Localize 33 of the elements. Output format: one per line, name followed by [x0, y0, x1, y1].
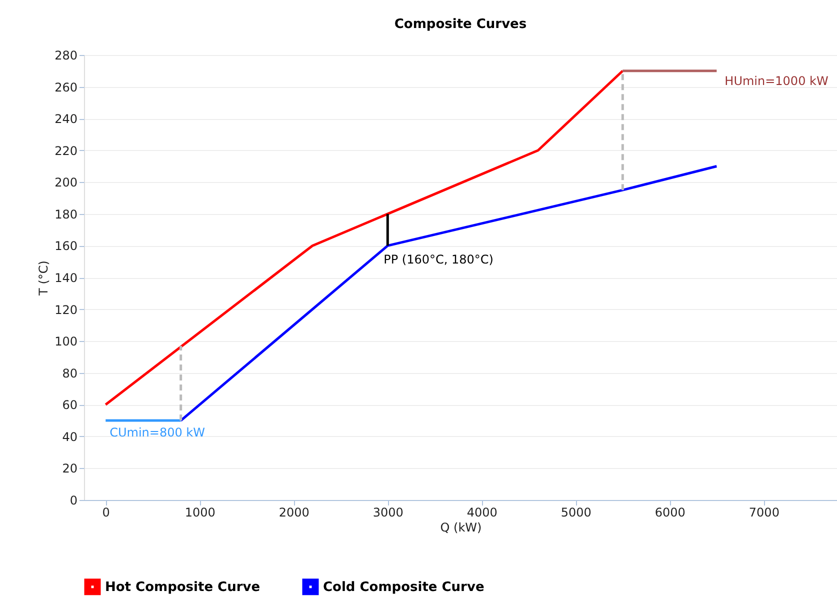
annotation: CUmin=800 kW: [110, 426, 206, 440]
x-tick-label: 0: [102, 506, 110, 520]
y-tick-label: 220: [54, 144, 78, 158]
y-tick-label: 140: [54, 271, 78, 285]
y-tick-label: 120: [54, 302, 78, 317]
y-axis-title: T (°C): [36, 260, 51, 296]
y-tick-label: 240: [54, 112, 78, 126]
y-tick-label: 20: [62, 462, 78, 476]
x-tick-label: 6000: [654, 506, 686, 520]
y-tick-label: 0: [70, 494, 78, 508]
y-tick-label: 260: [54, 80, 78, 94]
y-tick-label: 160: [54, 239, 78, 254]
y-tick-label: 60: [62, 398, 78, 412]
x-tick-label: 2000: [278, 506, 310, 520]
legend-label: Cold Composite Curve: [323, 580, 484, 595]
x-tick-label: 7000: [748, 506, 780, 520]
y-tick-label: 180: [54, 207, 78, 222]
y-tick-label: 280: [54, 48, 78, 62]
x-tick-label: 4000: [466, 506, 498, 520]
annotation: PP (160°C, 180°C): [384, 252, 494, 267]
y-tick-label: 100: [54, 334, 78, 349]
x-axis-title: Q (kW): [440, 520, 482, 534]
x-tick-label: 5000: [560, 506, 592, 520]
line-series: [180, 165, 718, 422]
y-tick-label: 40: [62, 430, 78, 444]
y-tick-label: 80: [62, 366, 78, 380]
x-tick-label: 1000: [184, 506, 216, 520]
annotation: HUmin=1000 kW: [724, 74, 828, 88]
y-tick-label: 200: [54, 176, 78, 190]
chart-title: Composite Curves: [394, 17, 527, 32]
x-tick-label: 3000: [372, 506, 404, 520]
line-series: [104, 70, 624, 406]
legend-label: Hot Composite Curve: [105, 580, 260, 595]
